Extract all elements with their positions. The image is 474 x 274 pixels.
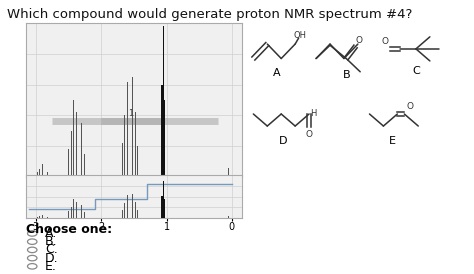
Bar <box>79 85 80 177</box>
Bar <box>71 207 72 218</box>
Text: O: O <box>306 130 312 139</box>
Text: A.: A. <box>45 227 57 240</box>
Bar <box>45 169 46 177</box>
Bar <box>84 154 85 177</box>
Bar <box>135 112 136 177</box>
Bar <box>132 194 133 218</box>
Bar <box>71 131 72 177</box>
Bar <box>129 97 130 177</box>
Bar <box>47 172 48 177</box>
Bar <box>132 77 133 177</box>
Bar <box>137 146 138 177</box>
Bar <box>161 196 163 218</box>
Bar <box>122 210 123 218</box>
Bar <box>163 181 164 218</box>
Bar <box>79 196 80 218</box>
Text: OH: OH <box>293 31 306 40</box>
Bar <box>137 210 138 218</box>
Text: D: D <box>279 136 288 145</box>
Bar <box>129 198 130 218</box>
Bar <box>76 202 77 218</box>
Bar <box>228 216 229 218</box>
Bar <box>81 205 82 218</box>
Bar <box>73 199 74 218</box>
Bar <box>228 167 229 177</box>
Bar <box>39 216 40 218</box>
Text: C: C <box>412 65 420 76</box>
Bar <box>42 164 43 177</box>
Bar <box>164 199 165 218</box>
Bar <box>81 123 82 177</box>
Bar <box>124 203 125 218</box>
Text: Choose one:: Choose one: <box>26 223 112 236</box>
Text: H: H <box>310 110 317 118</box>
Bar <box>76 112 77 177</box>
Text: O: O <box>407 102 414 111</box>
Bar <box>45 216 46 218</box>
Bar <box>127 195 128 218</box>
Bar <box>47 217 48 218</box>
Text: D.: D. <box>45 252 59 265</box>
Bar <box>135 202 136 218</box>
Bar <box>84 212 85 218</box>
Text: A: A <box>273 68 281 78</box>
Text: C.: C. <box>45 243 58 256</box>
Text: O: O <box>356 36 363 45</box>
Bar <box>68 149 69 177</box>
Text: B.: B. <box>45 235 58 248</box>
Bar <box>73 100 74 177</box>
Bar <box>124 115 125 177</box>
Bar <box>163 26 164 177</box>
Bar <box>39 169 40 177</box>
Bar <box>122 143 123 177</box>
Text: Which compound would generate proton NMR spectrum #4?: Which compound would generate proton NMR… <box>7 8 412 21</box>
Bar <box>68 211 69 218</box>
Bar <box>42 215 43 218</box>
Text: E: E <box>389 136 396 145</box>
Bar <box>127 82 128 177</box>
Text: 1: 1 <box>128 109 133 118</box>
Text: O: O <box>381 37 388 46</box>
Bar <box>161 85 163 177</box>
Text: E.: E. <box>45 260 57 273</box>
Text: B: B <box>342 70 350 80</box>
Bar <box>164 100 165 177</box>
